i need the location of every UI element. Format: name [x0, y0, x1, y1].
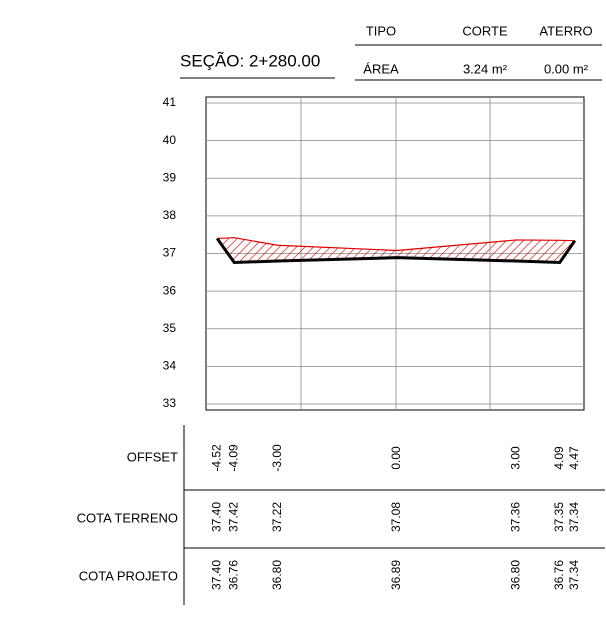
col-header: ATERRO	[539, 23, 592, 38]
y-tick-label: 33	[163, 396, 177, 410]
terrain-label: 37.08	[389, 502, 403, 532]
y-tick-label: 34	[163, 359, 177, 373]
offset-label: -4.09	[226, 444, 240, 472]
offset-label: 0.00	[389, 446, 403, 470]
offset-label: 3.00	[509, 446, 523, 470]
y-tick-label: 38	[163, 208, 177, 222]
project-label: 36.89	[389, 560, 403, 590]
row-name: COTA TERRENO	[77, 510, 178, 525]
col-header: CORTE	[462, 23, 508, 38]
cell: 3.24 m²	[463, 61, 508, 76]
y-tick-label: 37	[163, 246, 177, 260]
section-title: SEÇÃO: 2+280.00	[180, 51, 320, 70]
project-label: 36.76	[226, 560, 240, 590]
offset-label: 4.47	[567, 446, 581, 470]
project-line	[215, 237, 577, 265]
cell: 0.00 m²	[544, 61, 589, 76]
terrain-label: 37.35	[552, 502, 566, 532]
y-tick-label: 36	[163, 283, 177, 297]
row-name: OFFSET	[127, 449, 178, 464]
offset-label: -3.00	[270, 444, 284, 472]
terrain-label: 37.40	[209, 502, 223, 532]
cell: ÁREA	[363, 61, 399, 76]
terrain-label: 37.36	[509, 502, 523, 532]
offset-label: -4.52	[209, 444, 223, 472]
terrain-label: 37.42	[226, 502, 240, 532]
project-label: 37.34	[567, 560, 581, 590]
terrain-line	[217, 237, 575, 252]
y-tick-label: 39	[163, 170, 177, 184]
project-label: 36.80	[509, 560, 523, 590]
project-label: 37.40	[209, 560, 223, 590]
offset-label: 4.09	[552, 446, 566, 470]
terrain-label: 37.22	[270, 502, 284, 532]
col-header: TIPO	[366, 23, 396, 38]
row-name: COTA PROJETO	[79, 568, 178, 583]
y-tick-label: 35	[163, 321, 177, 335]
project-label: 36.76	[552, 560, 566, 590]
cut-hatch	[217, 237, 575, 263]
y-tick-label: 40	[163, 133, 177, 147]
project-label: 36.80	[270, 560, 284, 590]
terrain-label: 37.34	[567, 502, 581, 532]
y-tick-label: 41	[163, 95, 177, 109]
